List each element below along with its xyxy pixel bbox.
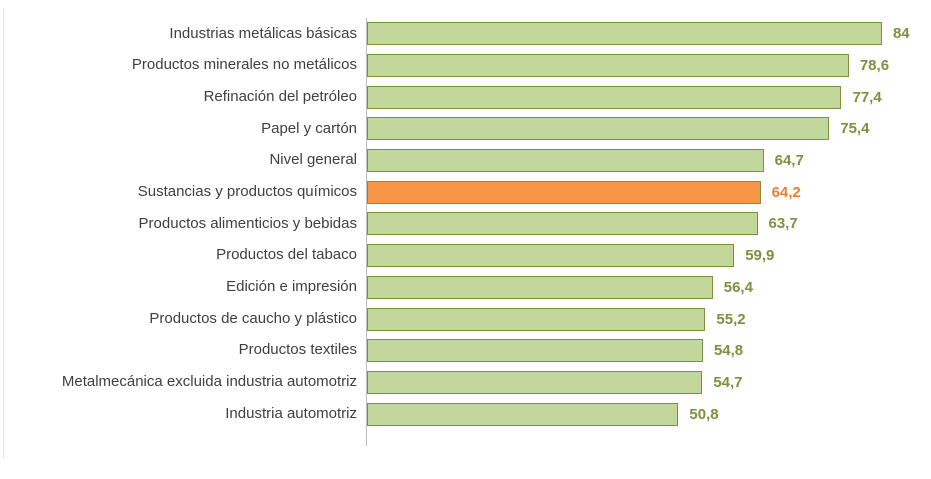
bar-rows: Industrias metálicas básicas 84 Productos … [0, 18, 931, 430]
bar-track: 54,8 [367, 339, 931, 363]
bar [367, 402, 679, 426]
category-label: Nivel general [269, 151, 357, 169]
bar-row: Papel y cartón 75,4 [0, 113, 931, 145]
bar-row: Productos del tabaco 59,9 [0, 240, 931, 272]
bar [367, 85, 842, 109]
bar [367, 22, 882, 46]
category-label: Sustancias y productos químicos [137, 183, 357, 201]
value-label: 78,6 [859, 57, 890, 75]
category-label: Productos textiles [238, 341, 357, 359]
category-label: Productos alimenticios y bebidas [138, 214, 357, 232]
bar-track: 63,7 [367, 212, 931, 236]
bar [367, 149, 764, 173]
bar [367, 275, 713, 299]
value-label: 59,9 [745, 247, 775, 265]
value-label: 55,2 [716, 310, 746, 328]
category-label: Industria automotriz [225, 404, 357, 422]
category-label: Refinación del petróleo [203, 87, 357, 105]
bar-row: Industria automotriz 50,8 [0, 398, 931, 430]
bar-row: Productos minerales no metálicos 78,6 [0, 50, 931, 82]
value-label: 63,7 [768, 215, 798, 233]
bar [367, 244, 735, 268]
bar [367, 370, 703, 394]
bar [367, 307, 706, 331]
bar-track: 59,9 [367, 244, 931, 268]
bar-track: 77,4 [367, 85, 931, 109]
category-label: Productos del tabaco [216, 246, 357, 264]
bar-row: Industrias metálicas básicas 84 [0, 18, 931, 50]
bar-row: Nivel general 64,7 [0, 145, 931, 177]
bar-row: Productos de caucho y plástico 55,2 [0, 303, 931, 335]
bar-track: 64,2 [367, 180, 931, 204]
bar-row: Productos textiles 54,8 [0, 335, 931, 367]
category-label: Edición e impresión [226, 278, 357, 296]
value-label: 54,8 [713, 342, 744, 360]
bar [367, 212, 758, 236]
bar-highlighted [367, 180, 761, 204]
bar-track: 56,4 [367, 275, 931, 299]
category-label: Productos de caucho y plástico [149, 309, 357, 327]
category-label: Productos minerales no metálicos [131, 56, 357, 74]
bar-track: 64,7 [367, 149, 931, 173]
bar-row: Productos alimenticios y bebidas 63,7 [0, 208, 931, 240]
category-label: Industrias metálicas básicas [169, 24, 357, 42]
bar-track: 75,4 [367, 117, 931, 141]
value-label: 56,4 [723, 278, 753, 296]
bar-row: Refinación del petróleo 77,4 [0, 81, 931, 113]
category-label: Metalmecánica excluida industria automot… [61, 373, 357, 391]
value-label: 77,4 [852, 88, 882, 106]
value-label: 84 [892, 25, 910, 43]
bar-row: Metalmecánica excluida industria automot… [0, 367, 931, 399]
category-label: Papel y cartón [261, 119, 357, 137]
bar-track: 50,8 [367, 402, 931, 426]
bar-row: Sustancias y productos químicos 64,2 [0, 176, 931, 208]
bar-track: 54,7 [367, 370, 931, 394]
bar-track: 55,2 [367, 307, 931, 331]
value-label: 75,4 [840, 120, 870, 138]
bar-row: Edición e impresión 56,4 [0, 272, 931, 304]
value-label: 64,2 [771, 183, 801, 201]
bar [367, 339, 703, 363]
value-label: 64,7 [774, 152, 804, 170]
bar-track: 78,6 [367, 54, 931, 78]
category-axis-line [366, 18, 367, 446]
bar [367, 117, 830, 141]
bar-track: 84 [367, 22, 931, 46]
left-edge-line [3, 8, 4, 458]
value-label: 50,8 [689, 405, 719, 423]
value-label: 54,7 [713, 373, 743, 391]
bar [367, 54, 849, 78]
